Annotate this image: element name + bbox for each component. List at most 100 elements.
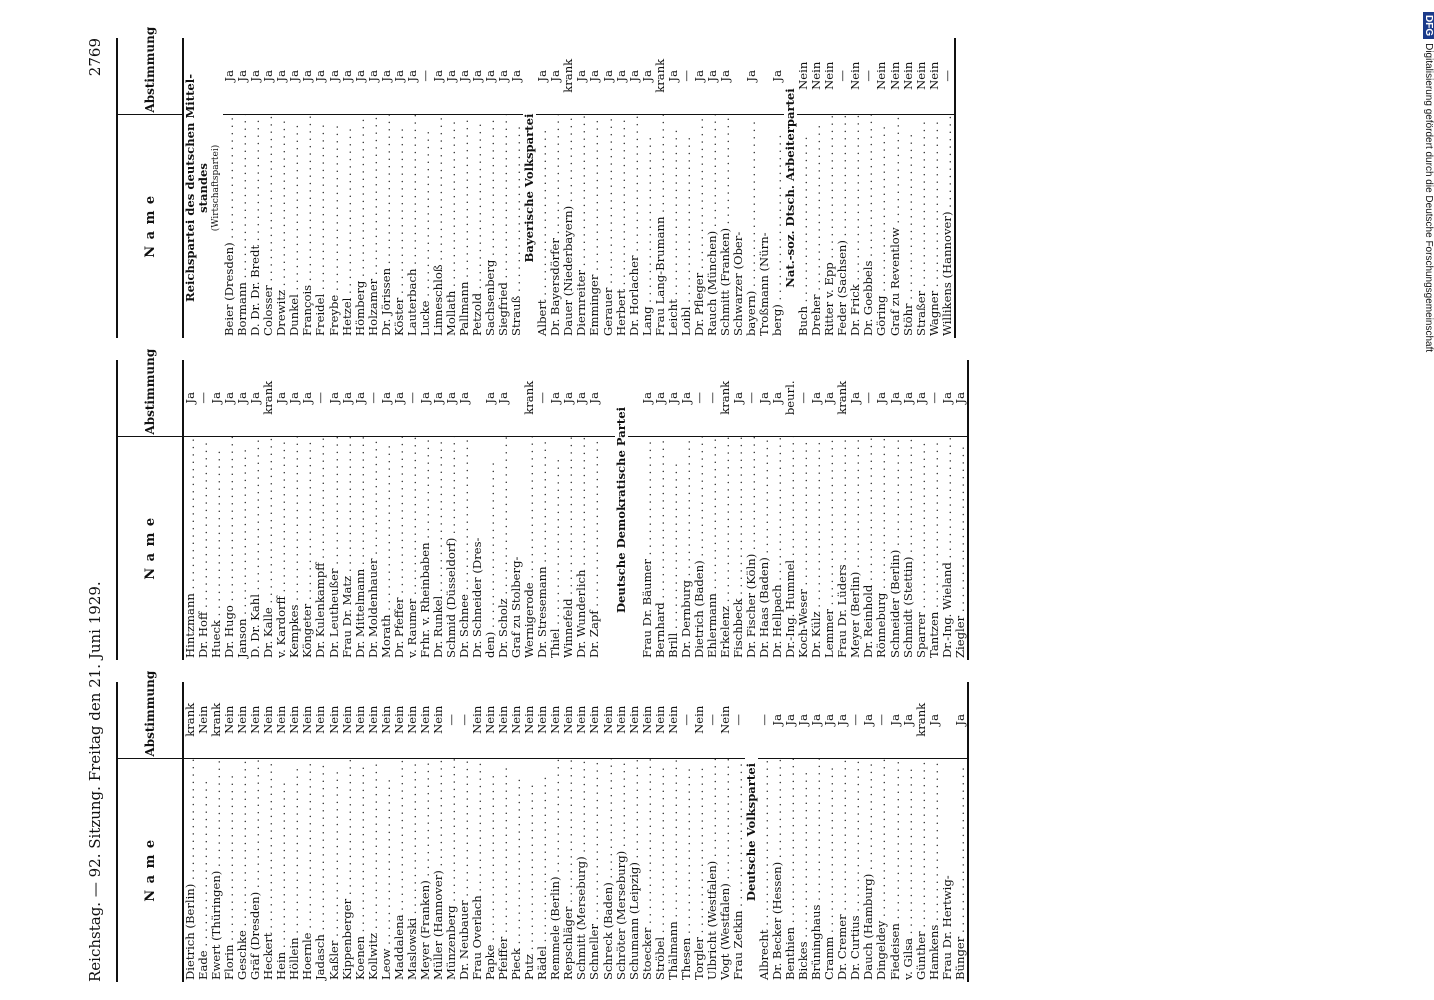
member-row: Dietrich (Baden)— xyxy=(692,360,706,660)
vote-value: — xyxy=(875,682,889,759)
member-name: Dr. Külz xyxy=(810,436,823,660)
vote-value: Ja xyxy=(810,360,824,437)
vote-value: Nein xyxy=(901,38,915,115)
member-row: Schneider (Berlin)Ja xyxy=(888,360,902,660)
member-row: Frau Zetkin— xyxy=(731,682,746,982)
vote-value: Ja xyxy=(223,360,237,437)
member-row: Frau Dr. Lüderskrank xyxy=(836,360,850,660)
member-name: Dr. Curtius xyxy=(849,758,862,982)
member-row: HolzamerJa xyxy=(366,38,380,338)
member-row: BenthienJa xyxy=(784,682,798,982)
member-name: Drewitz xyxy=(275,114,288,338)
member-name: Fiedeisen xyxy=(889,758,902,982)
member-name: Hintzmann xyxy=(183,436,197,660)
member-name: Colosser xyxy=(262,114,275,338)
vote-value: Ja xyxy=(549,38,563,115)
vote-table-1: N a m e Abstimmung Dietrich (Berlin)kran… xyxy=(116,671,969,982)
member-name: Rauch (München) xyxy=(706,114,719,338)
member-name: Heckert xyxy=(262,758,275,982)
member-name: Dunkel xyxy=(288,114,301,338)
member-name: Schmid (Düsseldorf) xyxy=(445,436,458,660)
vote-value: Ja xyxy=(627,38,641,115)
member-row: Dr. PfefferJa xyxy=(392,360,406,660)
vote-value: — xyxy=(927,360,941,437)
vote-value: — xyxy=(444,682,458,759)
member-name: Thiel xyxy=(549,436,562,660)
member-row: D. Dr. KahlJa xyxy=(249,360,263,660)
member-name: Dr. Reinhold xyxy=(862,436,875,660)
vote-value xyxy=(601,360,615,437)
member-name: Dr. Runkel xyxy=(432,436,445,660)
member-name: Frau Dr. Matz xyxy=(341,436,354,660)
member-name: Florin xyxy=(223,758,236,982)
vote-value: Nein xyxy=(810,38,824,115)
vote-value: Ja xyxy=(536,38,550,115)
member-name: Mollath xyxy=(445,114,458,338)
vote-value: Ja xyxy=(575,360,589,437)
member-name: bayern) xyxy=(745,114,758,338)
member-name: Dr. Mittelmann xyxy=(354,436,367,660)
member-name: Freidel xyxy=(314,114,327,338)
member-name: Holzamer xyxy=(367,114,380,338)
member-name: Linneschloß xyxy=(432,114,445,338)
member-row: Dingeldey— xyxy=(875,682,889,982)
member-name: Lucke xyxy=(419,114,432,338)
vote-value: Nein xyxy=(262,682,276,759)
member-row: KempkesJa xyxy=(288,360,302,660)
vote-value: Ja xyxy=(575,38,589,115)
member-name: Dr. Leutheußer xyxy=(328,436,341,660)
member-row: Dr. Hoff— xyxy=(197,360,211,660)
member-name: Graf zu Reventlow xyxy=(889,114,902,338)
member-name: Papke xyxy=(484,758,497,982)
vote-value: — xyxy=(758,682,772,759)
member-row: Dr. JörissenJa xyxy=(379,38,393,338)
member-row: RädelNein xyxy=(536,682,550,982)
member-row: LeichtJa xyxy=(666,38,680,338)
vote-value: Nein xyxy=(718,682,732,759)
party-heading-row: Nat.-soz. Dtsch. Arbeiterpartei xyxy=(784,38,797,338)
member-row: Ulbricht (Westfalen)— xyxy=(705,682,719,982)
member-row: Dr. FrickNein xyxy=(849,38,863,338)
member-row: FreybeJa xyxy=(327,38,341,338)
vote-value: krank xyxy=(914,682,928,759)
page-header-title: Reichstag. — 92. Sitzung. Freitag den 21… xyxy=(86,581,104,982)
member-row: BickesJa xyxy=(797,682,811,982)
member-name: Emminger xyxy=(588,114,601,338)
member-row: v. Raumer— xyxy=(405,360,419,660)
vote-value: Ja xyxy=(836,682,850,759)
member-name: Meyer (Berlin) xyxy=(849,436,862,660)
vote-value: Nein xyxy=(405,682,419,759)
member-row: Müller (Hannover)Nein xyxy=(431,682,445,982)
member-row: KippenbergerNein xyxy=(340,682,354,982)
member-name: Schumann (Leipzig) xyxy=(628,758,641,982)
member-row: Feder (Sachsen)— xyxy=(836,38,850,338)
member-row: JadaschNein xyxy=(314,682,328,982)
member-row: HueckJa xyxy=(210,360,224,660)
name-column-header: N a m e xyxy=(117,436,183,660)
member-row: HeinNein xyxy=(275,682,289,982)
vote-value: Ja xyxy=(275,360,289,437)
member-name: Ziegler xyxy=(953,436,968,660)
party-heading-row: Reichspartei des deutschen Mittel- xyxy=(183,38,197,338)
member-row: Dr. DernburgJa xyxy=(679,360,693,660)
member-row: Dr. Kulenkampff— xyxy=(314,360,328,660)
vote-value xyxy=(758,38,772,115)
vote-value: Ja xyxy=(431,38,445,115)
member-row: v. GilsaJa xyxy=(901,682,915,982)
vote-value: Nein xyxy=(340,682,354,759)
member-name: Hamkens xyxy=(928,758,941,982)
member-row: Frhr. v. RheinbabenJa xyxy=(418,360,432,660)
vote-value: Ja xyxy=(457,38,472,115)
vote-value: Ja xyxy=(379,38,393,115)
vote-value: Nein xyxy=(510,682,524,759)
member-row: berg)Ja xyxy=(771,38,785,338)
vote-value: Ja xyxy=(940,360,954,437)
name-column-header: N a m e xyxy=(117,758,183,982)
member-name: Erkelenz xyxy=(719,436,732,660)
vote-table-3: N a m e Abstimmung Reichspartei des deut… xyxy=(116,27,956,338)
member-name: Frau Lang-Brumann xyxy=(654,114,667,338)
member-row: WinnefeldJa xyxy=(562,360,576,660)
vote-value: Ja xyxy=(288,38,302,115)
vote-value: Ja xyxy=(457,360,472,437)
party-name: Deutsche Volkspartei xyxy=(745,762,759,902)
